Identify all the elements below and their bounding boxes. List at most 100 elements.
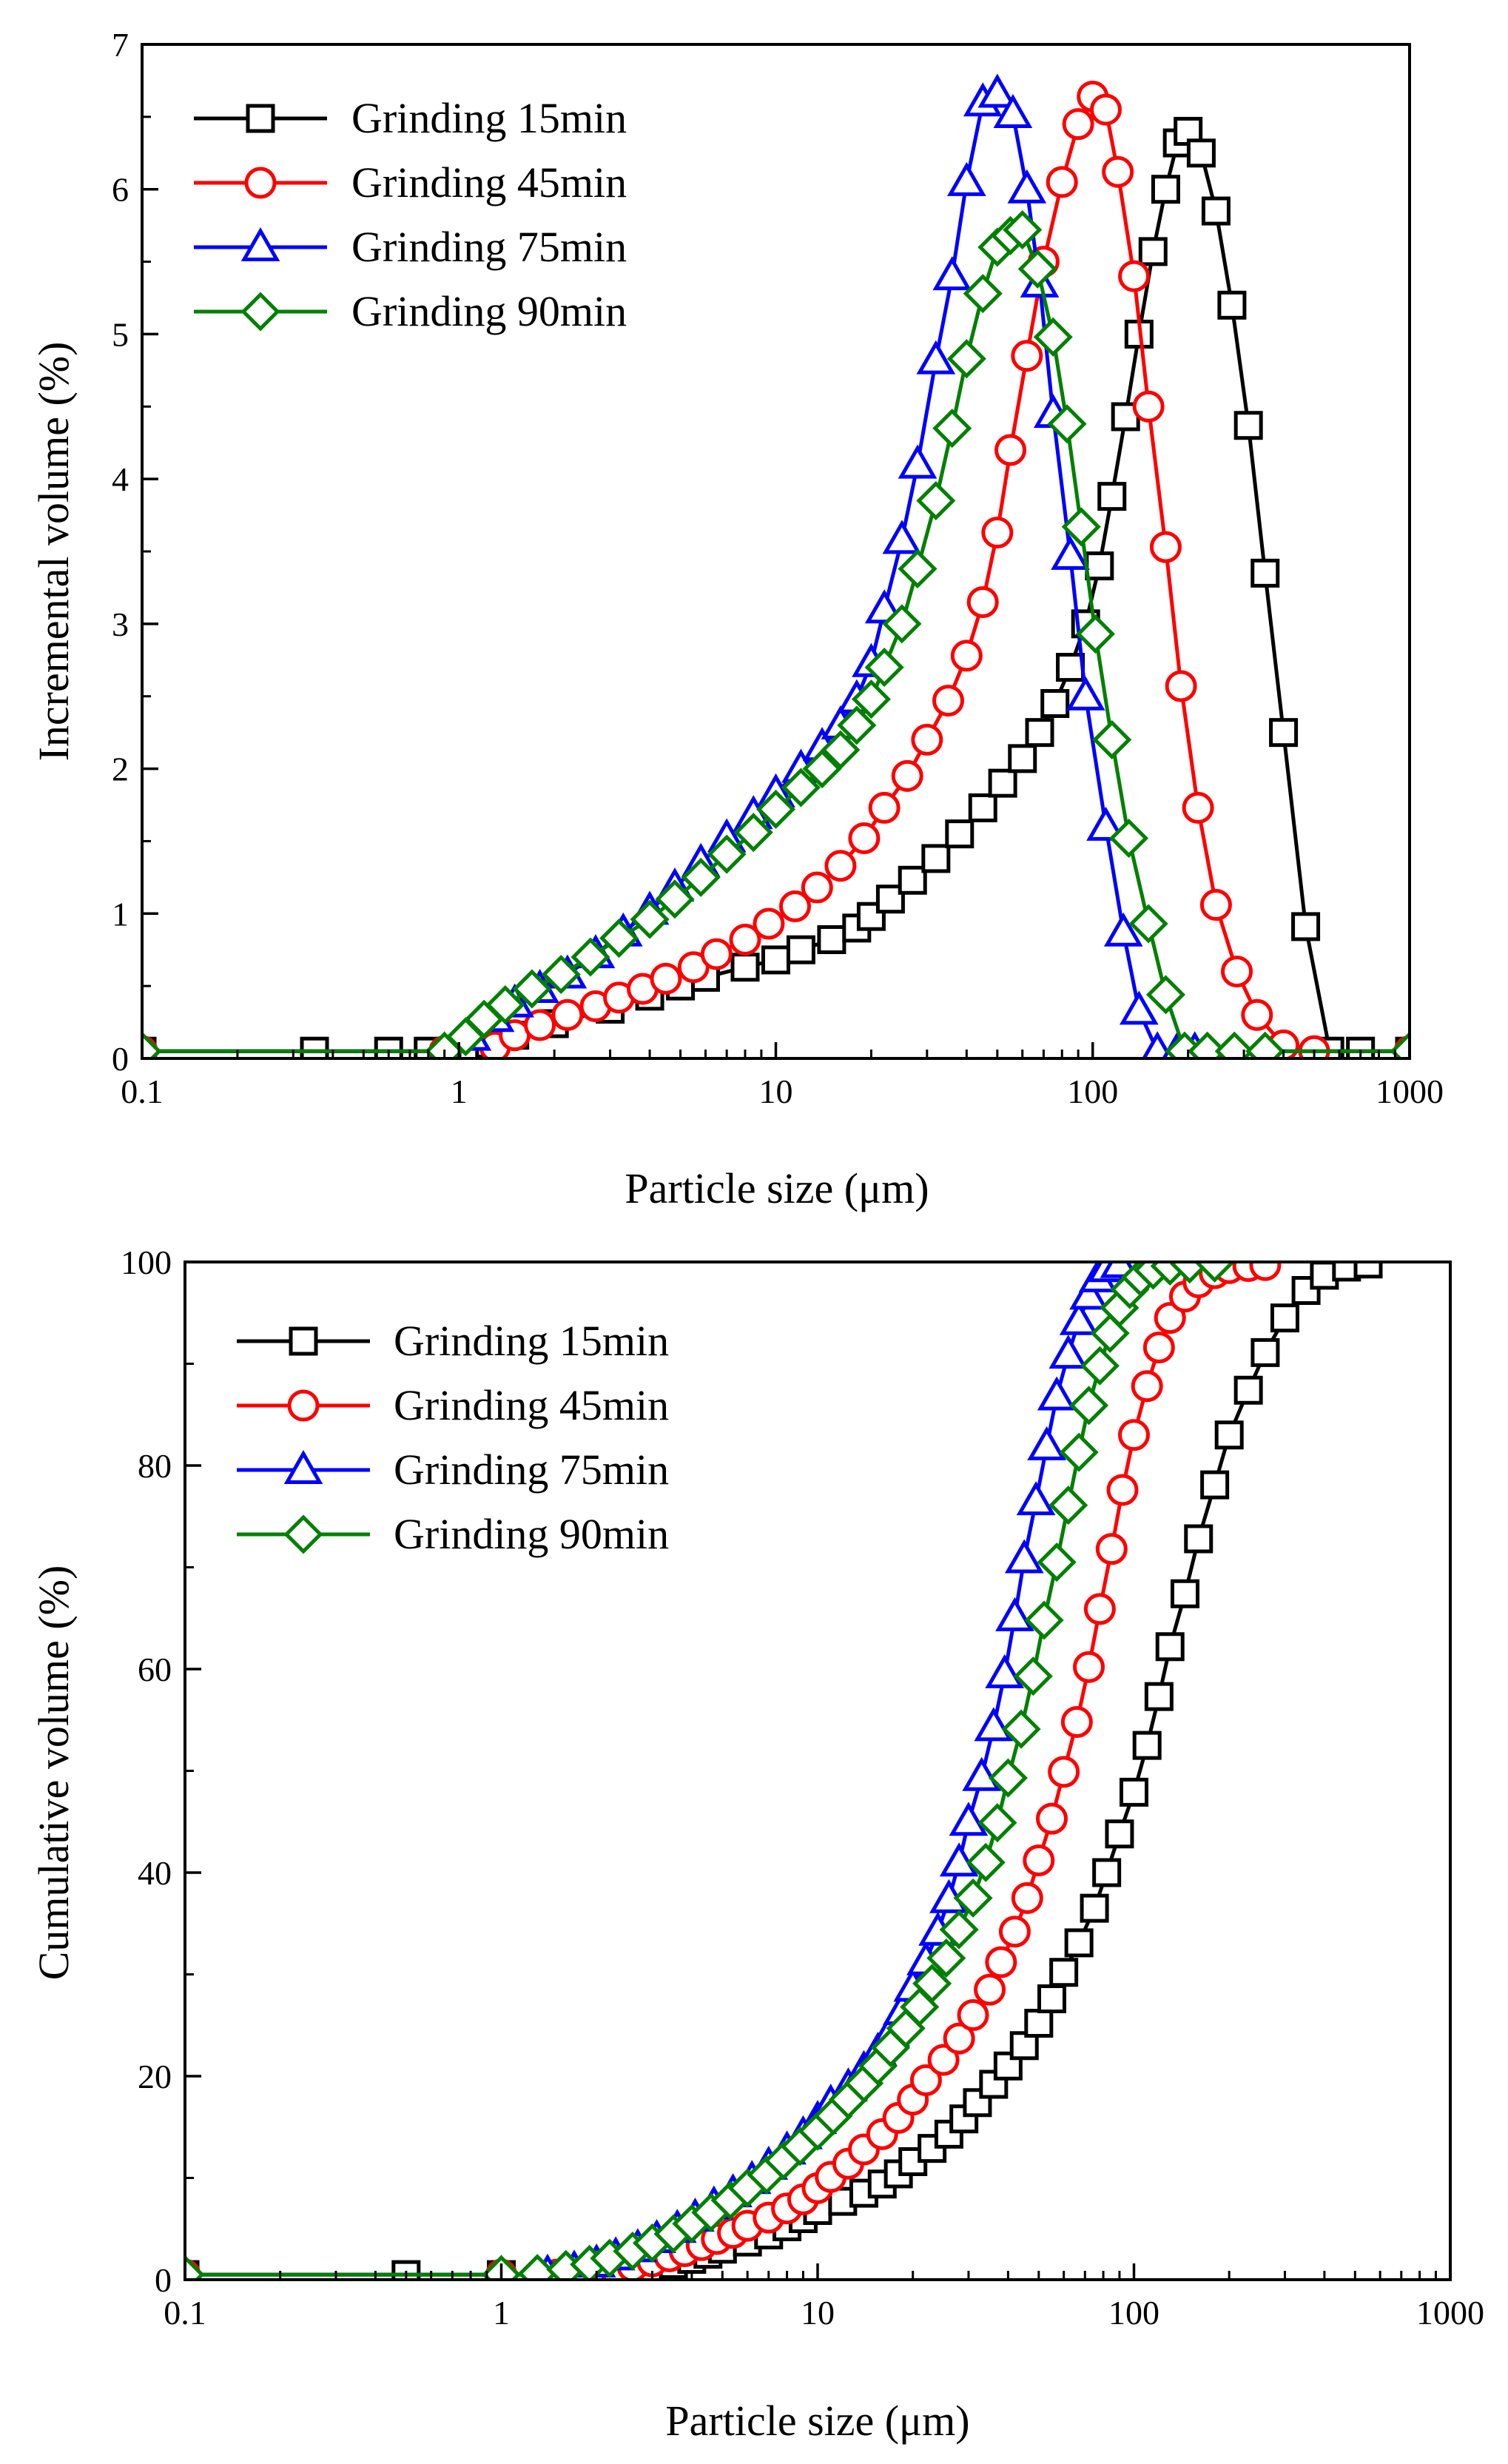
data-point: [882, 604, 922, 644]
data-point: [916, 480, 956, 521]
y-tick-label: 1: [112, 895, 129, 933]
data-point: [1199, 889, 1232, 922]
data-point: [729, 924, 761, 956]
data-point: [1118, 1419, 1150, 1451]
data-point: [1017, 249, 1057, 289]
data-point: [1056, 653, 1085, 682]
data-point: [1080, 1346, 1120, 1386]
data-point: [650, 962, 682, 995]
data-point: [1109, 818, 1149, 859]
data-point: [985, 1946, 1017, 1978]
data-point: [1046, 166, 1078, 198]
data-point: [945, 819, 975, 849]
data-point: [1075, 614, 1115, 654]
data-point: [485, 985, 525, 1025]
x-tick-label: 1: [451, 1072, 468, 1110]
data-point: [898, 444, 938, 479]
legend-entry-grinding-75min: Grinding 75min: [237, 1446, 669, 1494]
data-point: [1195, 1262, 1235, 1283]
data-point: [1060, 1706, 1093, 1738]
data-point: [1047, 404, 1087, 444]
legend-label: Grinding 45min: [351, 158, 627, 207]
legend-entry-grinding-45min: Grinding 45min: [194, 158, 627, 207]
data-point: [974, 1707, 1014, 1742]
legend-entry-grinding-15min: Grinding 15min: [237, 1317, 669, 1365]
data-point: [921, 844, 951, 873]
data-point: [1145, 975, 1185, 1015]
data-point: [1144, 1682, 1174, 1711]
legend-marker: [283, 1514, 323, 1554]
x-axis: 0.1 1 10 100 1000: [164, 2263, 1484, 2332]
data-point: [1066, 676, 1105, 711]
data-point: [926, 1938, 966, 1978]
data-point: [1118, 260, 1151, 292]
data-point: [1390, 1031, 1410, 1058]
data-point: [599, 919, 639, 959]
data-point: [1182, 791, 1214, 824]
x-tick-label: 1: [493, 2294, 510, 2332]
data-point: [985, 1654, 1024, 1688]
data-point: [864, 648, 904, 688]
data-point: [1120, 990, 1159, 1025]
y-tick-label: 7: [112, 26, 129, 64]
y-tick-label: 2: [112, 751, 129, 788]
data-point: [898, 865, 927, 895]
data-point: [1131, 1370, 1163, 1403]
data-point: [700, 938, 733, 970]
data-point: [1001, 1709, 1041, 1749]
data-point: [1120, 1777, 1148, 1807]
data-point: [1083, 1593, 1116, 1625]
x-tick-label: 100: [1067, 1072, 1118, 1110]
x-axis: 0.1 1 10 100 1000: [121, 1042, 1444, 1110]
legend-label: Grinding 45min: [394, 1381, 669, 1429]
data-point: [801, 871, 833, 904]
y-tick-label: 80: [138, 1447, 172, 1485]
data-point: [1037, 1984, 1067, 2013]
data-point: [848, 822, 881, 855]
data-point: [953, 1878, 993, 1918]
data-point: [1186, 138, 1216, 168]
data-point: [988, 768, 1017, 798]
series-grinding-90min: [185, 1262, 1235, 2280]
data-point: [1037, 1376, 1077, 1411]
data-point: [1016, 1481, 1056, 1516]
data-point: [1142, 1031, 1174, 1058]
y-tick-label: 0: [155, 2261, 172, 2299]
data-point: [1024, 2009, 1054, 2038]
data-point: [998, 1916, 1031, 1948]
data-point: [994, 434, 1027, 466]
series-grinding-15min: [142, 116, 1410, 1058]
data-point: [1092, 1858, 1122, 1887]
data-point: [781, 768, 821, 808]
x-tick-label: 1000: [1376, 1072, 1444, 1110]
legend-entry-grinding-90min: Grinding 90min: [237, 1510, 669, 1558]
y-axis-title: Incremental volume (%): [30, 342, 78, 762]
data-point: [1200, 1470, 1230, 1500]
data-point: [1085, 551, 1114, 581]
data-point: [1048, 1486, 1088, 1525]
data-point: [946, 339, 986, 379]
data-point: [1269, 718, 1299, 748]
x-tick-label: 10: [759, 1072, 793, 1110]
x-tick-label: 1000: [1416, 2294, 1484, 2332]
legend-marker: [244, 167, 277, 199]
data-point: [1132, 1730, 1162, 1760]
data-point: [1188, 1031, 1228, 1058]
data-point: [891, 759, 923, 792]
data-point: [947, 161, 986, 196]
data-point: [1073, 1651, 1105, 1683]
data-point: [755, 789, 796, 829]
data-point: [185, 2255, 205, 2280]
data-point: [981, 517, 1014, 549]
data-point: [1184, 1524, 1214, 1554]
data-point: [1106, 1474, 1139, 1506]
data-point: [1025, 718, 1054, 748]
data-point: [1251, 558, 1280, 588]
data-point: [950, 640, 983, 672]
data-point: [949, 1802, 989, 1836]
data-point: [551, 998, 584, 1031]
data-point: [730, 953, 760, 982]
data-point: [939, 1842, 979, 1877]
